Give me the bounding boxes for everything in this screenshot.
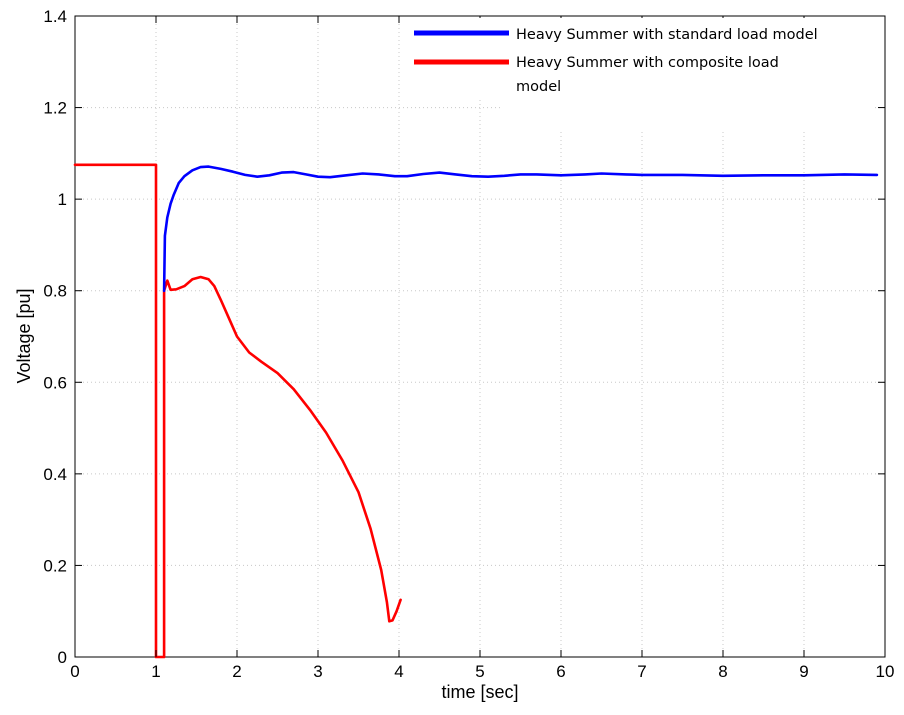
x-tick-label: 2: [232, 662, 241, 681]
x-tick-label: 7: [637, 662, 646, 681]
x-tick-labels: 0 1 2 3 4 5 6 7 8 9 10: [70, 662, 894, 681]
x-tick-label: 0: [70, 662, 79, 681]
x-tick-label: 9: [799, 662, 808, 681]
y-tick-label: 1.4: [43, 7, 67, 26]
y-tick-label: 0.2: [43, 556, 67, 575]
series-line-composite: [75, 165, 401, 657]
x-tick-label: 4: [394, 662, 403, 681]
legend-background: [400, 18, 500, 100]
series-layer: [75, 165, 877, 657]
x-axis-label: time [sec]: [441, 682, 518, 702]
y-axis-label: Voltage [pu]: [14, 288, 34, 383]
x-tick-label: 5: [475, 662, 484, 681]
y-tick-label: 1.2: [43, 99, 67, 118]
y-tick-label: 0: [58, 648, 67, 667]
y-tick-labels: 0 0.2 0.4 0.6 0.8 1 1.2 1.4: [43, 7, 67, 667]
x-tick-label: 3: [313, 662, 322, 681]
y-tick-label: 0.8: [43, 282, 67, 301]
y-tick-label: 0.4: [43, 465, 67, 484]
y-tick-label: 0.6: [43, 373, 67, 392]
x-tick-label: 6: [556, 662, 565, 681]
y-tick-label: 1: [58, 190, 67, 209]
x-tick-label: 10: [876, 662, 895, 681]
legend: Heavy Summer with standard load model He…: [400, 18, 872, 130]
series-line-standard: [164, 167, 877, 291]
legend-entry-standard: Heavy Summer with standard load model: [516, 27, 818, 43]
x-tick-label: 8: [718, 662, 727, 681]
x-tick-label: 1: [151, 662, 160, 681]
